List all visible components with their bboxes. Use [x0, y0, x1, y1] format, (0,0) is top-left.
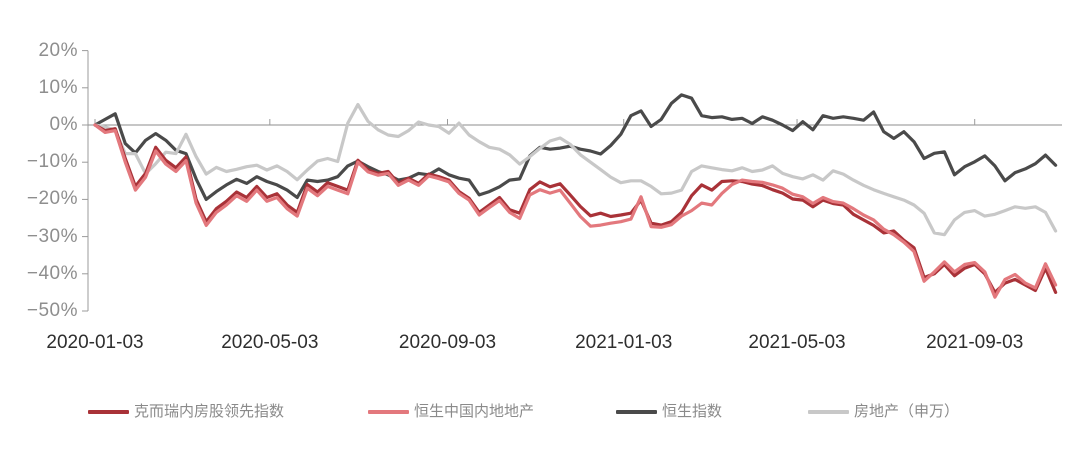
- x-axis-tick-label: 2020-05-03: [221, 332, 319, 353]
- pink-line-swatch-icon: [368, 410, 409, 414]
- x-axis-tick-label: 2020-01-03: [46, 332, 144, 353]
- legend-label: 房地产（申万）: [854, 403, 960, 420]
- y-axis-tick-label: 0%: [49, 114, 78, 135]
- y-axis-tick-label: 20%: [38, 39, 78, 61]
- darkgray-line-swatch-icon: [616, 410, 657, 414]
- red-line-swatch-icon: [88, 410, 129, 414]
- y-axis-tick-label: −40%: [26, 262, 78, 284]
- series-line-hang-seng-index: [93, 93, 1058, 201]
- legend-item-kerui-index: 克而瑞内房股领先指数: [88, 403, 284, 421]
- y-axis-tick-label: −30%: [26, 225, 78, 247]
- y-axis-tick-label: −10%: [26, 151, 78, 173]
- legend-item-real-estate-sw: 房地产（申万）: [808, 403, 959, 421]
- series-line-hs-mainland-properties: [93, 123, 1058, 299]
- legend-label: 恒生中国内地地产: [414, 403, 535, 420]
- y-axis-tick-label: −50%: [26, 300, 78, 321]
- x-axis-tick-label: 2020-09-03: [398, 332, 497, 353]
- legend-label: 恒生指数: [662, 403, 723, 420]
- series-line-real-estate-sw: [93, 102, 1058, 237]
- y-axis-tick-label: −20%: [26, 188, 78, 210]
- x-axis-tick-label: 2021-05-03: [748, 332, 846, 353]
- series-line-kerui-index: [93, 123, 1058, 294]
- y-axis-tick-label: 10%: [38, 76, 78, 98]
- legend-item-hs-mainland-properties: 恒生中国内地地产: [368, 403, 534, 421]
- lightgray-line-swatch-icon: [808, 410, 849, 414]
- x-axis-tick-label: 2021-01-03: [575, 332, 673, 353]
- x-axis-tick-label: 2021-09-03: [926, 332, 1024, 353]
- legend-item-hang-seng-index: 恒生指数: [616, 403, 722, 421]
- legend-label: 克而瑞内房股领先指数: [134, 403, 285, 420]
